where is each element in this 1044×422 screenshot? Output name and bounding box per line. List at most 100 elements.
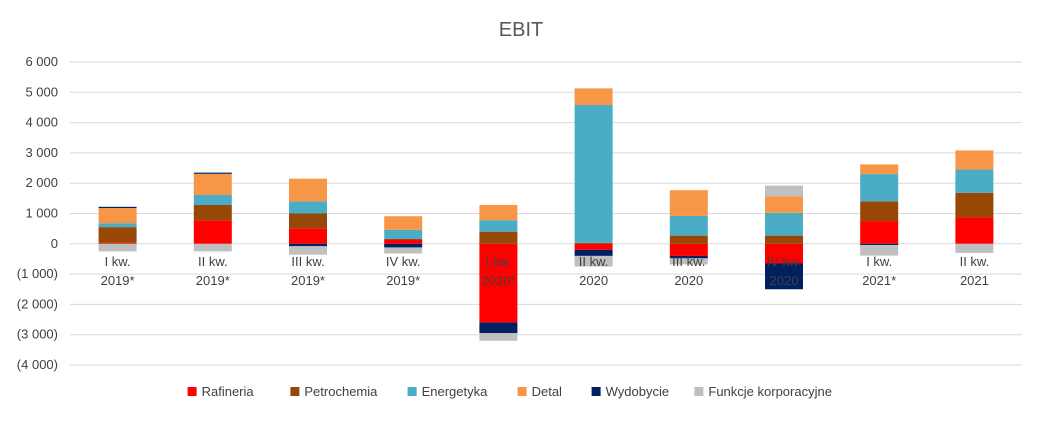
x-tick-label: I kw.: [485, 254, 511, 269]
x-tick-label: II kw.: [198, 254, 228, 269]
y-tick-label: 1 000: [25, 206, 58, 221]
bar-segment: [669, 190, 708, 216]
bar-segment: [289, 228, 327, 244]
bar-segment: [765, 235, 803, 244]
bar-segment: [574, 249, 613, 256]
bar-segment: [193, 172, 232, 174]
bar-segment: [669, 258, 708, 265]
x-tick-label: I kw.: [866, 254, 892, 269]
bar-segment: [384, 243, 423, 248]
bar-segment: [479, 322, 518, 334]
bar-segment: [669, 235, 708, 244]
x-tick-label: 2020*: [481, 273, 515, 288]
bar-segment: [955, 150, 994, 170]
x-tick-label: 2020: [770, 273, 799, 288]
legend-entry: Detal: [532, 384, 562, 399]
bar-segment: [860, 243, 899, 246]
x-tick-label: II kw.: [960, 254, 990, 269]
bar-segment: [955, 243, 994, 253]
legend-swatch: [407, 387, 417, 396]
legend-entry: Rafineria: [202, 384, 255, 399]
y-tick-label: (3 000): [17, 327, 58, 342]
legend-swatch: [187, 387, 197, 396]
bar-segment: [955, 217, 994, 244]
y-axis: 6 000 5 000 4 000 3 000 2 000 1 000 0 (1 000) (2…: [17, 54, 58, 372]
legend-swatch: [591, 387, 601, 396]
y-tick-label: 4 000: [25, 115, 58, 130]
bar-segment: [574, 105, 613, 243]
y-tick-label: 6 000: [25, 54, 58, 69]
bar-segment: [98, 223, 137, 228]
bar-segment: [574, 242, 613, 244]
y-tick-label: 3 000: [25, 145, 58, 160]
legend-entry: Petrochemia: [304, 384, 378, 399]
x-tick-label: III kw.: [291, 254, 324, 269]
bar-segment: [479, 220, 518, 232]
x-tick-label: 2020: [579, 273, 608, 288]
legend: Rafineria Petrochemia Energetyka Detal Wydob…: [187, 384, 832, 399]
x-tick-label: 2019*: [196, 273, 230, 288]
y-tick-label: 2 000: [25, 175, 58, 190]
x-tick-label: IV kw.: [386, 254, 421, 269]
bar-segment: [669, 215, 708, 236]
bar-segment: [98, 227, 137, 243]
x-tick-label: III kw.: [672, 254, 705, 269]
bar-segment: [193, 205, 232, 221]
bar-segment: [98, 208, 137, 224]
bar-segment: [860, 221, 899, 244]
y-tick-label: (4 000): [17, 357, 58, 372]
x-tick-label: 2020: [674, 273, 703, 288]
bar-segment: [98, 242, 137, 244]
bar-segment: [479, 205, 518, 221]
bar-segment: [479, 243, 518, 323]
bar-segment: [765, 212, 803, 236]
bar-segment: [193, 243, 232, 252]
legend-swatch: [290, 387, 300, 396]
bar-segment: [574, 255, 613, 267]
bar-segment: [669, 243, 708, 256]
x-tick-label: 2019*: [291, 273, 325, 288]
bar-segment: [669, 255, 708, 259]
bar-segment: [193, 173, 232, 196]
bar-segment: [98, 243, 137, 252]
bar-segment: [479, 231, 518, 244]
bar-segment: [384, 247, 423, 254]
x-tick-label: 2019*: [386, 273, 420, 288]
bar-segment: [765, 263, 803, 290]
x-tick-label: 2021*: [862, 273, 896, 288]
legend-entry: Wydobycie: [606, 384, 669, 399]
bar-segment: [384, 239, 423, 244]
bar-segment: [384, 229, 423, 239]
bar-segment: [860, 201, 899, 222]
bar-segment: [860, 164, 899, 175]
bar-segment: [289, 178, 327, 202]
y-tick-label: 5 000: [25, 84, 58, 99]
bar-segment: [193, 220, 232, 244]
legend-swatch: [694, 387, 704, 396]
bar-segment: [765, 185, 803, 197]
y-tick-label: (1 000): [17, 266, 58, 281]
legend-entry: Funkcje korporacyjne: [708, 384, 832, 399]
bar-segment: [384, 216, 423, 230]
bar-segment: [574, 88, 613, 106]
y-tick-label: (2 000): [17, 296, 58, 311]
x-tick-label: 2021: [960, 273, 989, 288]
bar-segment: [193, 195, 232, 206]
bars: [98, 88, 994, 341]
legend-entry: Energetyka: [422, 384, 489, 399]
bar-segment: [384, 238, 423, 240]
chart-title: EBIT: [499, 19, 543, 41]
bar-segment: [860, 245, 899, 256]
y-tick-label: 0: [51, 236, 58, 251]
bar-segment: [289, 201, 327, 214]
x-tick-label: 2019*: [101, 273, 135, 288]
bar-segment: [574, 243, 613, 250]
bar-segment: [955, 192, 994, 218]
bar-segment: [289, 243, 327, 247]
x-axis: I kw. 2019* II kw. 2019* III kw. 2019* IV kw. 2…: [101, 254, 990, 288]
bar-segment: [289, 213, 327, 229]
x-tick-label: II kw.: [579, 254, 609, 269]
bar-segment: [860, 174, 899, 202]
bar-segment: [98, 206, 137, 209]
